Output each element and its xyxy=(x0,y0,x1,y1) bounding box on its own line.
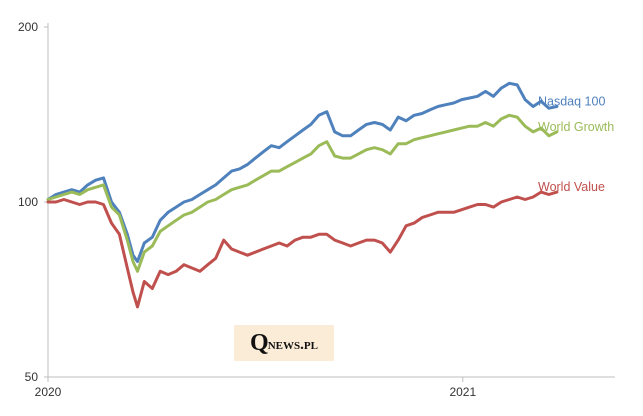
y-tick-label: 100 xyxy=(18,195,38,209)
x-tick-label: 2021 xyxy=(449,385,476,399)
series-line-nasdaq-100 xyxy=(46,81,559,263)
x-tick-label: 2020 xyxy=(35,385,62,399)
series-line-world-value xyxy=(46,190,559,309)
series-label-world-value: World Value xyxy=(538,180,605,194)
watermark-initial: Q xyxy=(250,329,269,356)
watermark-text: news.pl xyxy=(267,336,318,353)
series-line-world-growth xyxy=(46,113,559,273)
series-labels: Nasdaq 100 World Growth World Value xyxy=(538,94,614,194)
series-label-nasdaq-100: Nasdaq 100 xyxy=(538,94,605,108)
series-label-world-growth: World Growth xyxy=(538,120,614,134)
y-tick-label: 200 xyxy=(18,20,38,34)
series-layer xyxy=(46,81,559,309)
y-tick-label: 50 xyxy=(25,370,39,384)
